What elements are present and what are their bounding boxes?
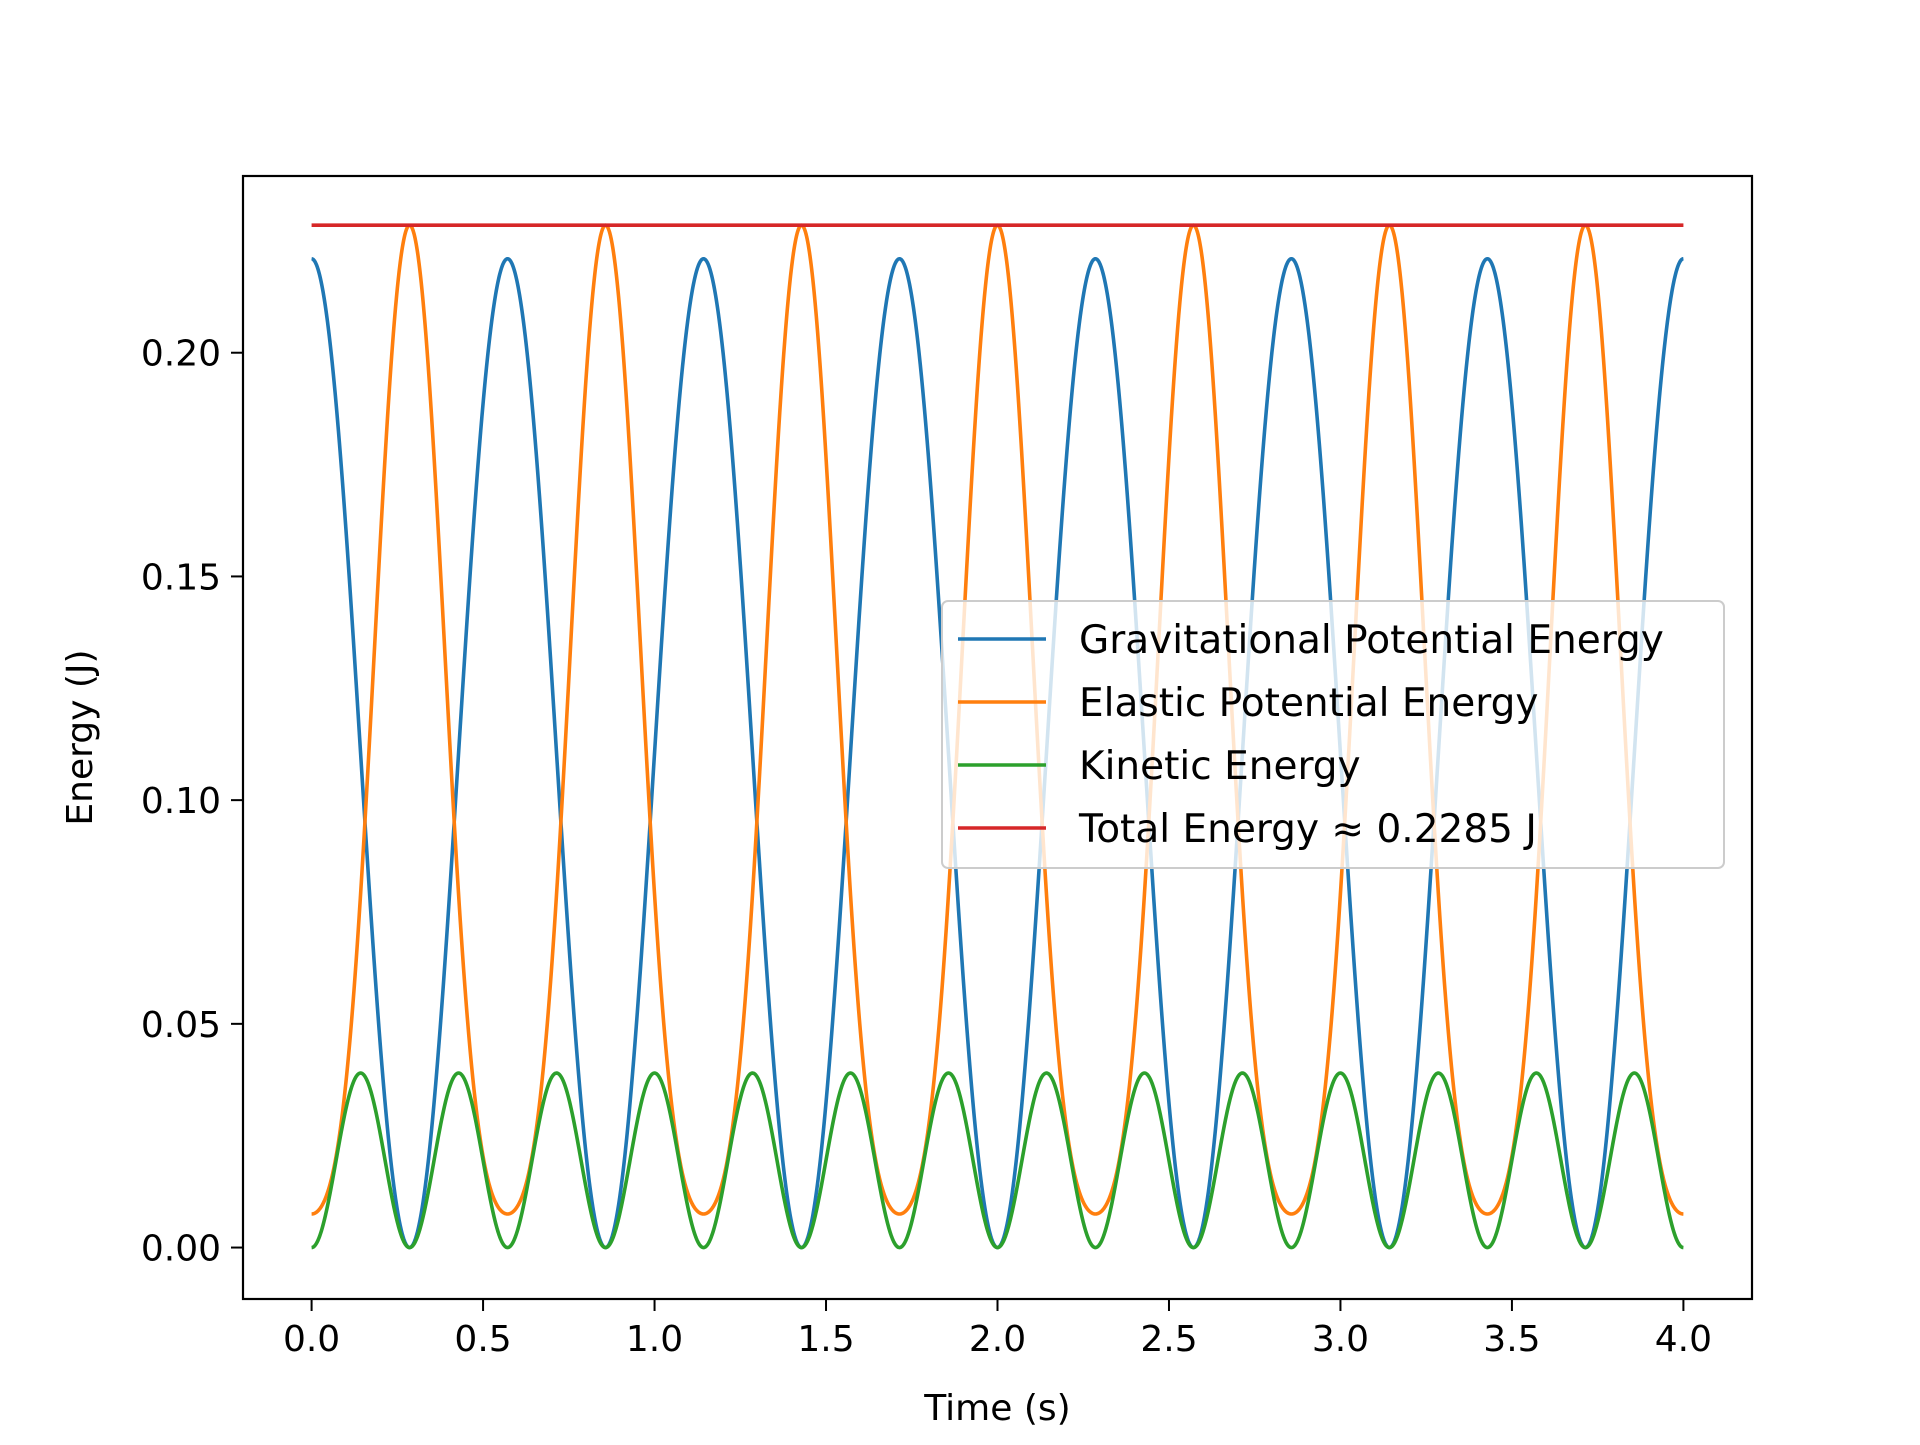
x-tick-label: 3.5	[1483, 1319, 1540, 1360]
series-layer	[310, 223, 1685, 1250]
x-tick-label: 1.5	[797, 1319, 854, 1360]
legend-label: Elastic Potential Energy	[1079, 681, 1538, 726]
x-tick-label: 1.0	[626, 1319, 683, 1360]
x-tick-label: 0.0	[283, 1319, 340, 1360]
y-tick-label: 0.00	[141, 1229, 221, 1270]
x-tick-label: 0.5	[454, 1319, 511, 1360]
x-tick-label: 4.0	[1655, 1319, 1712, 1360]
legend-label: Total Energy ≈ 0.2285 J	[1078, 807, 1537, 852]
legend-label: Gravitational Potential Energy	[1079, 618, 1664, 663]
x-tick-label: 3.0	[1312, 1319, 1369, 1360]
x-axis-label: Time (s)	[923, 1388, 1070, 1429]
y-tick-label: 0.05	[141, 1005, 221, 1046]
x-tick-label: 2.0	[969, 1319, 1026, 1360]
x-tick-label: 2.5	[1140, 1319, 1197, 1360]
y-axis-ticks: 0.00 0.05 0.10 0.15 0.20	[141, 334, 243, 1270]
y-tick-label: 0.15	[141, 557, 221, 598]
legend-label: Kinetic Energy	[1079, 744, 1361, 789]
y-axis-label: Energy (J)	[60, 649, 101, 825]
y-tick-label: 0.20	[141, 334, 221, 375]
ke-line	[310, 1071, 1685, 1250]
x-axis-ticks: 0.0 0.5 1.0 1.5 2.0 2.5 3.0 3.5 4.0	[283, 1299, 1712, 1360]
legend-box	[941, 600, 1725, 869]
legend: Gravitational Potential Energy Elastic Po…	[941, 600, 1725, 869]
y-tick-label: 0.10	[141, 781, 221, 822]
